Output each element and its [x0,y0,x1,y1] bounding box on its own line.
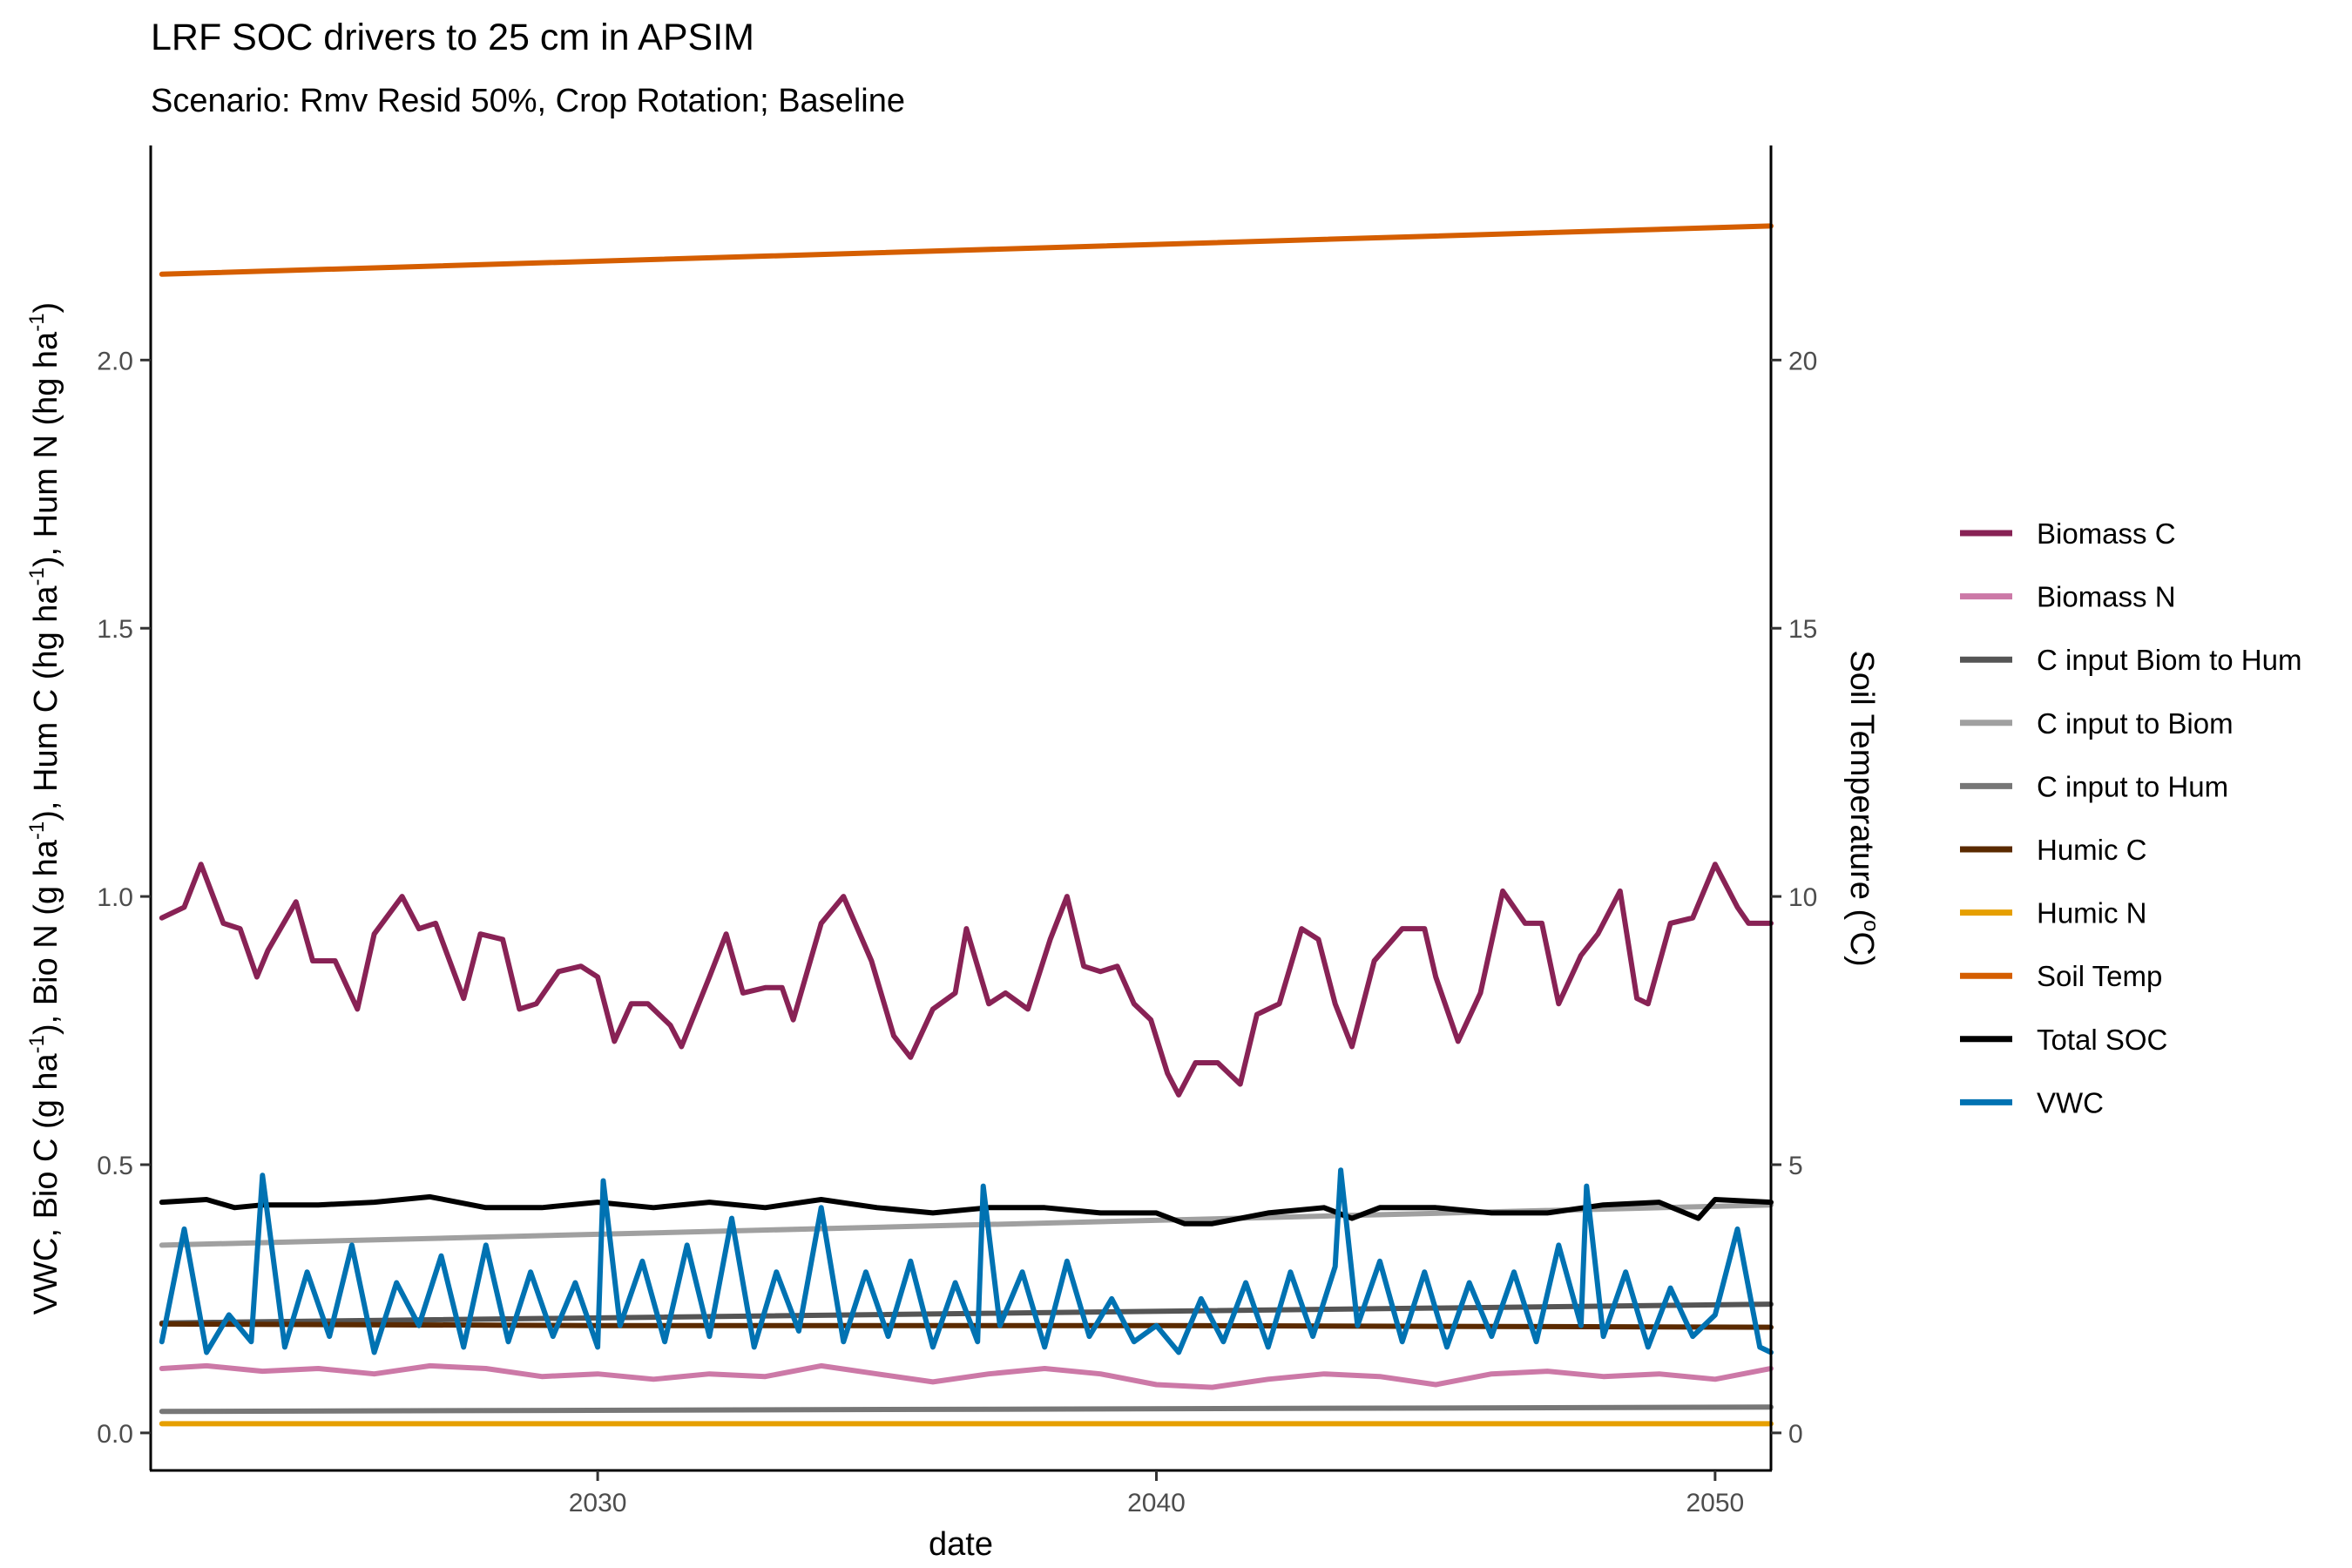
legend-label: Humic C [2037,834,2147,866]
y-right-tick-label: 0 [1788,1420,1803,1449]
series-line-biomass-n [159,1362,1774,1390]
x-axis-title: date [929,1526,993,1563]
legend-label: C input to Hum [2037,770,2228,802]
legend-label: VWC [2037,1086,2104,1119]
series-line-humic-c [159,1321,1774,1330]
series-layer [159,223,1774,1427]
y-right-tick-label: 20 [1788,347,1817,375]
left-axis-title-part1: VWC, Bio C (g ha [28,1052,64,1315]
right-axis-title: Soil Temperature (oC) [1843,650,1882,966]
right-axis-title-suffix: C) [1843,932,1880,967]
legend-label: Total SOC [2037,1024,2167,1056]
legend-label: Biomass N [2037,581,2176,613]
series-line-total-soc [159,1193,1774,1227]
left-axis-title-part3: ), Hum C (hg ha [28,585,64,821]
legend-label: Humic N [2037,897,2147,929]
legend-label: C input to Biom [2037,707,2234,740]
y-left-tick-label: 0.5 [97,1152,133,1180]
legend: Biomass C Biomass N C input Biom to Hum C i… [1960,517,2301,1119]
legend-label: Soil Temp [2037,960,2162,992]
y-left-tick-label: 1.0 [97,883,133,912]
right-axis-title-prefix: Soil Temperature ( [1843,650,1880,920]
series-line-c-input-to-hum [159,1404,1774,1415]
left-axis-title-part4: ), Hum N (hg ha [28,331,64,567]
y-right-tick-label: 5 [1788,1152,1803,1180]
x-tick-label: 2050 [1686,1489,1744,1517]
left-axis-title-exp1: -1 [25,1035,49,1053]
left-axis-title-exp2: -1 [25,821,49,840]
ticks-layer: 2030 2040 2050 0.0 0.5 1.0 1.5 2.0 0 5 10 15 20 [97,347,1817,1517]
y-left-tick-label: 2.0 [97,347,133,375]
x-tick-label: 2040 [1127,1489,1186,1517]
y-left-tick-label: 1.5 [97,615,133,644]
x-tick-label: 2030 [569,1489,627,1517]
series-line-biomass-c [159,862,1774,1098]
series-line-soil-temp [159,223,1774,277]
y-left-tick-label: 0.0 [97,1420,133,1449]
left-axis-title-exp4: -1 [25,313,49,331]
left-axis-title: VWC, Bio C (g ha-1), Bio N (g ha-1), Hum… [25,302,64,1315]
legend-label: Biomass C [2037,517,2176,550]
legend-label: C input Biom to Hum [2037,644,2301,676]
chart-subtitle: Scenario: Rmv Resid 50%, Crop Rotation; … [151,83,905,119]
y-right-tick-label: 10 [1788,883,1817,912]
left-axis-title-suffix: ) [28,302,64,314]
series-line-vwc [159,1167,1774,1355]
left-axis-title-exp3: -1 [25,567,49,585]
y-right-tick-label: 15 [1788,615,1817,644]
left-axis-title-part2: ), Bio N (g ha [28,839,64,1035]
chart-title: LRF SOC drivers to 25 cm in APSIM [151,17,754,58]
right-axis-title-sup: o [1859,920,1882,931]
